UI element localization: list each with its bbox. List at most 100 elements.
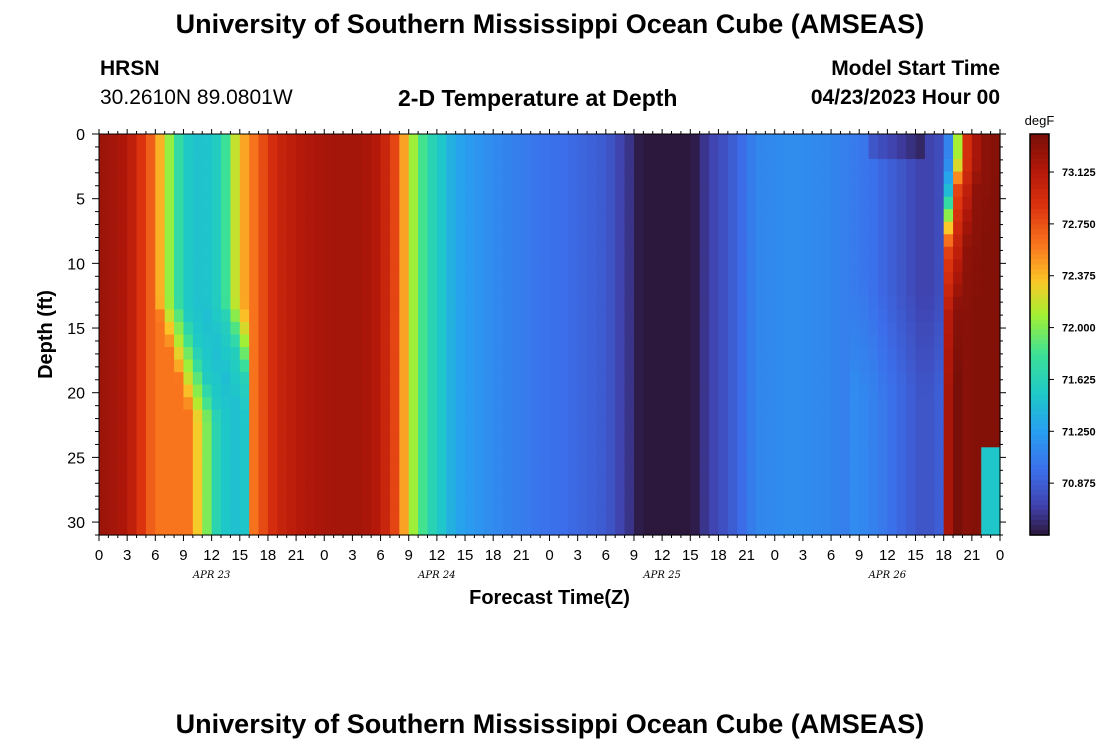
heatmap-cell [587,522,598,536]
heatmap-cell [239,159,250,173]
colorbar-step [1030,294,1049,301]
colorbar-step [1030,324,1049,331]
heatmap-cell [540,359,551,373]
heatmap-cell [343,209,354,223]
heatmap-cell [371,271,382,285]
heatmap-cell [389,472,400,486]
heatmap-cell [296,321,307,336]
heatmap-cell [418,459,429,473]
heatmap-cell [793,409,804,423]
heatmap-cell [821,522,832,536]
heatmap-cell [239,321,250,336]
heatmap-cell [887,309,898,323]
colorbar-step [1030,184,1049,190]
heatmap-cell [343,434,354,448]
heatmap-cell [380,134,391,148]
heatmap-cell [230,259,241,273]
heatmap-cell [202,447,213,461]
heatmap-cell [643,372,654,386]
heatmap-cell [746,384,757,398]
heatmap-cell [145,459,156,473]
x-axis-label: Forecast Time(Z) [469,587,630,609]
heatmap-cell [680,159,691,173]
heatmap-cell [906,334,917,348]
heatmap-cell [727,509,738,524]
heatmap-cell [352,296,363,311]
heatmap-cell [380,409,391,423]
heatmap-cell [267,359,278,373]
heatmap-cell [389,234,400,248]
heatmap-cell [333,321,344,336]
heatmap-cell [596,296,607,311]
heatmap-cell [915,434,926,448]
heatmap-cell [652,184,663,198]
heatmap-cell [380,397,391,411]
heatmap-cell [314,171,325,185]
heatmap-cell [568,497,579,511]
heatmap-cell [427,271,438,285]
heatmap-cell [267,146,278,160]
y-tick-label: 0 [76,127,85,144]
heatmap-cell [427,296,438,311]
heatmap-cell [549,159,560,173]
heatmap-cell [296,221,307,235]
heatmap-cell [343,184,354,198]
heatmap-cell [277,171,288,185]
heatmap-cell [727,134,738,148]
heatmap-cell [784,309,795,323]
heatmap-cell [371,447,382,461]
heatmap-cell [446,259,457,273]
heatmap-cell [793,472,804,486]
heatmap-cell [699,171,710,185]
heatmap-cell [483,472,494,486]
heatmap-cell [296,497,307,511]
heatmap-cell [755,284,766,298]
heatmap-cell [774,234,785,248]
heatmap-cell [981,484,992,499]
heatmap-cell [483,171,494,185]
heatmap-cell [971,234,982,248]
heatmap-cell [540,484,551,499]
heatmap-cell [314,459,325,473]
heatmap-cell [371,284,382,298]
heatmap-cell [737,334,748,348]
heatmap-cell [784,472,795,486]
heatmap-cell [465,134,476,148]
colorbar-step [1030,369,1049,376]
heatmap-cell [652,146,663,160]
heatmap-cell [549,472,560,486]
colorbar-step [1030,464,1049,471]
heatmap-cell [127,347,138,361]
heatmap-cell [990,259,1001,273]
heatmap-cell [812,321,823,336]
heatmap-cell [615,447,626,461]
heatmap-cell [389,271,400,285]
heatmap-cell [887,221,898,235]
heatmap-cell [502,146,513,160]
heatmap-cell [446,397,457,411]
heatmap-cell [690,422,701,436]
heatmap-cell [474,296,485,311]
heatmap-cell [896,409,907,423]
heatmap-cell [164,134,175,148]
heatmap-cell [380,522,391,536]
heatmap-cell [840,484,851,499]
heatmap-cell [859,359,870,373]
heatmap-cell [727,447,738,461]
heatmap-cell [662,184,673,198]
heatmap-cell [718,184,729,198]
heatmap-cell [127,309,138,323]
heatmap-cell [221,221,231,235]
heatmap-cell [680,184,691,198]
heatmap-cell [399,246,410,260]
heatmap-cell [737,259,748,273]
heatmap-cell [765,209,776,223]
heatmap-cell [821,321,832,336]
heatmap-cell [831,196,842,210]
heatmap-cell [427,309,438,323]
heatmap-cell [652,171,663,185]
heatmap-cell [784,397,795,411]
heatmap-cell [662,259,673,273]
heatmap-cell [465,459,476,473]
heatmap-cell [577,196,588,210]
